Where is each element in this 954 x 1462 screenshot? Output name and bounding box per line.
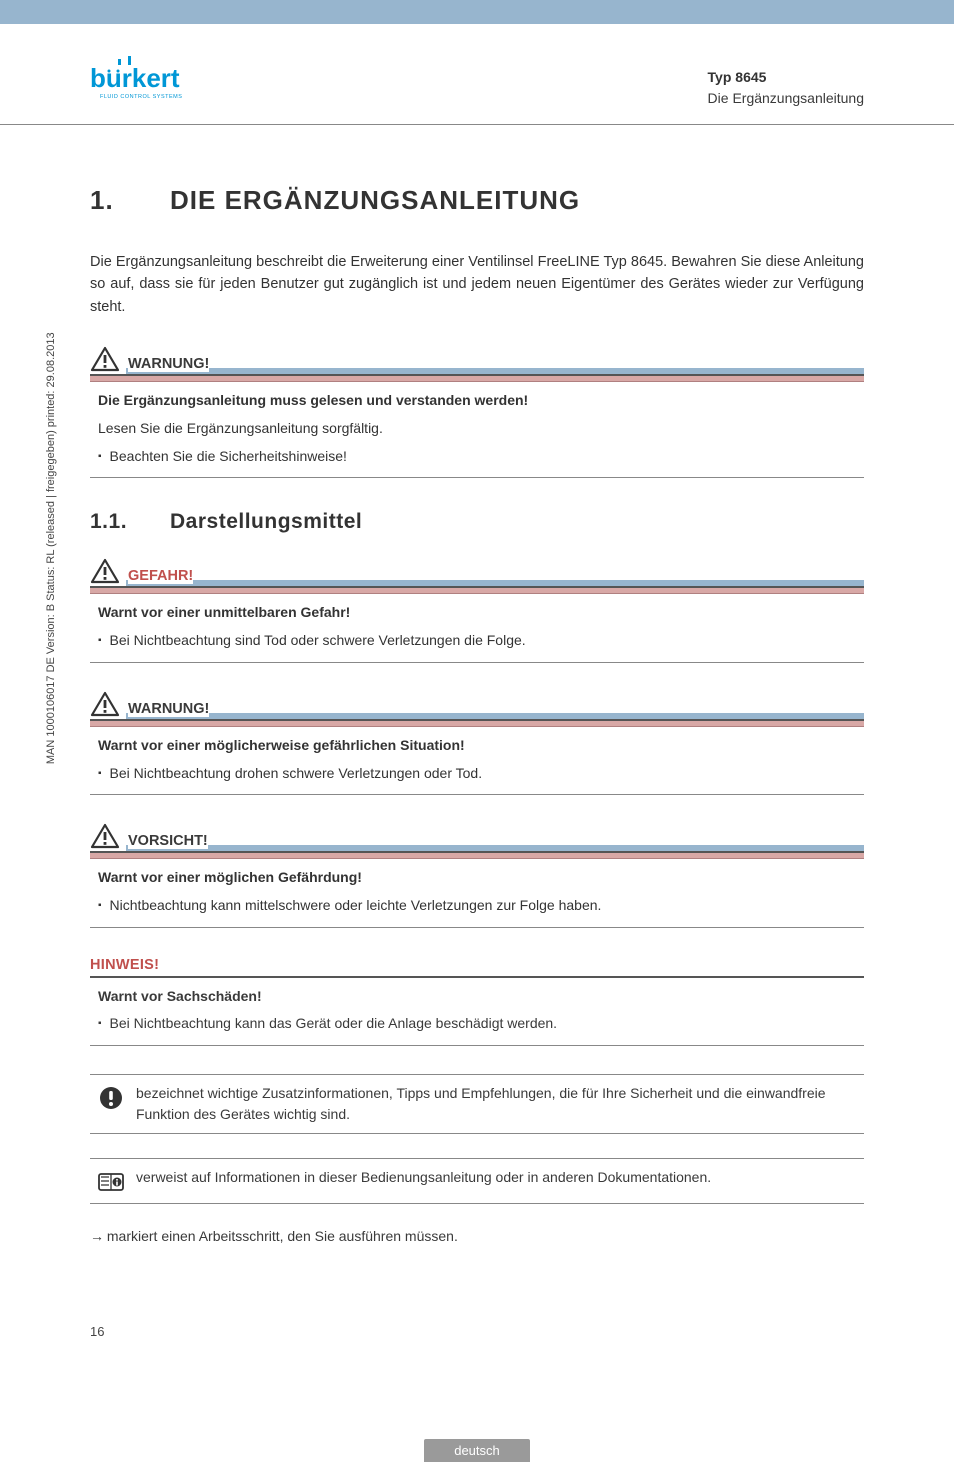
note-hinweis: HINWEIS! Warnt vor Sachschäden! Bei Nich… (90, 956, 864, 1046)
top-blue-bar (0, 0, 954, 24)
warning-triangle-icon (90, 346, 120, 372)
info-text: verweist auf Informationen in dieser Bed… (136, 1167, 711, 1188)
svg-text:burkert: burkert (90, 63, 180, 93)
alert-li: Bei Nichtbeachtung drohen schwere Verlet… (98, 763, 856, 785)
alert-bold: Warnt vor einer unmittelbaren Gefahr! (98, 602, 856, 624)
warning-triangle-icon (90, 691, 120, 717)
arrow-line: → markiert einen Arbeitsschritt, den Sie… (90, 1228, 864, 1244)
alert-li: Nichtbeachtung kann mittelschwere oder l… (98, 895, 856, 917)
info-row-1: bezeichnet wichtige Zusatzinformationen,… (90, 1074, 864, 1134)
note-title: HINWEIS! (90, 957, 159, 973)
footer: deutsch (0, 1439, 954, 1462)
alert-vorsicht: VORSICHT! Warnt vor einer möglichen Gefä… (90, 823, 864, 927)
h2-text: Darstellungsmittel (170, 510, 362, 533)
logo-tagline: FLUID CONTROL SYSTEMS (100, 94, 182, 100)
h1-num: 1. (90, 185, 170, 216)
arrow-text: markiert einen Arbeitsschritt, den Sie a… (107, 1228, 458, 1244)
alert-title: WARNUNG! (128, 356, 209, 372)
note-body: Warnt vor Sachschäden! Bei Nichtbeachtun… (90, 978, 864, 1046)
note-bold: Warnt vor Sachschäden! (98, 986, 856, 1008)
page-header: burkert FLUID CONTROL SYSTEMS Typ 8645 D… (0, 24, 954, 124)
page-content: 1.DIE ERGÄNZUNGSANLEITUNG Die Ergänzungs… (0, 125, 954, 1379)
header-right: Typ 8645 Die Ergänzungsanleitung (708, 67, 864, 109)
warning-triangle-icon (90, 558, 120, 584)
alert-title: WARNUNG! (128, 701, 209, 717)
alert-body: Warnt vor einer möglicherweise gefährlic… (90, 727, 864, 795)
alert-title: VORSICHT! (128, 833, 208, 849)
typ-number: 8645 (735, 69, 766, 85)
exclamation-circle-icon (96, 1085, 126, 1111)
book-info-icon (96, 1169, 126, 1195)
heading-1: 1.DIE ERGÄNZUNGSANLEITUNG (90, 185, 864, 216)
h2-num: 1.1. (90, 510, 170, 534)
alert-li: Beachten Sie die Sicherheitshinweise! (98, 446, 856, 468)
alert-bold: Die Ergänzungsanleitung muss gelesen und… (98, 390, 856, 412)
alert-bold: Warnt vor einer möglicherweise gefährlic… (98, 735, 856, 757)
alert-body: Warnt vor einer unmittelbaren Gefahr! Be… (90, 594, 864, 662)
page-number: 16 (90, 1324, 864, 1339)
header-subtitle: Die Ergänzungsanleitung (708, 88, 864, 109)
typ-line: Typ 8645 (708, 67, 864, 88)
warning-triangle-icon (90, 823, 120, 849)
logo: burkert FLUID CONTROL SYSTEMS (90, 54, 210, 109)
footer-lang-tab: deutsch (424, 1439, 530, 1462)
h1-text: DIE ERGÄNZUNGSANLEITUNG (170, 185, 580, 215)
alert-gefahr: GEFAHR! Warnt vor einer unmittelbaren Ge… (90, 558, 864, 662)
alert-bold: Warnt vor einer möglichen Gefährdung! (98, 867, 856, 889)
alert-warnung-1: WARNUNG! Die Ergänzungsanleitung muss ge… (90, 346, 864, 478)
alert-li: Bei Nichtbeachtung sind Tod oder schwere… (98, 630, 856, 652)
info-row-2: verweist auf Informationen in dieser Bed… (90, 1158, 864, 1204)
alert-body: Die Ergänzungsanleitung muss gelesen und… (90, 382, 864, 478)
arrow-icon: → (90, 1228, 103, 1244)
burkert-logo-icon: burkert FLUID CONTROL SYSTEMS (90, 54, 210, 104)
alert-warnung-2: WARNUNG! Warnt vor einer möglicherweise … (90, 691, 864, 795)
heading-2: 1.1.Darstellungsmittel (90, 510, 864, 534)
intro-paragraph: Die Ergänzungsanleitung beschreibt die E… (90, 251, 864, 318)
alert-line: Lesen Sie die Ergänzungsanleitung sorgfä… (98, 418, 856, 440)
note-li: Bei Nichtbeachtung kann das Gerät oder d… (98, 1013, 856, 1035)
info-text: bezeichnet wichtige Zusatzinformationen,… (136, 1083, 858, 1125)
typ-label: Typ (708, 69, 732, 85)
alert-body: Warnt vor einer möglichen Gefährdung! Ni… (90, 859, 864, 927)
alert-title: GEFAHR! (128, 568, 193, 584)
